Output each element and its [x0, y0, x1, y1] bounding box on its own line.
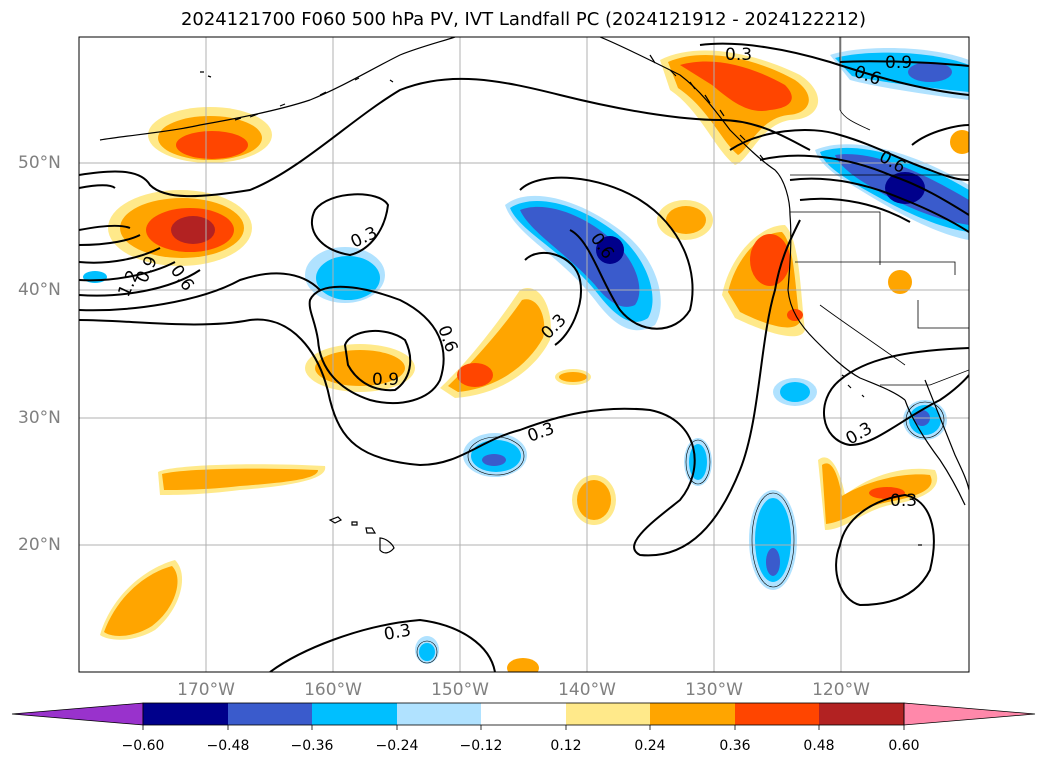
lon-tick-label: 150°W [431, 680, 489, 700]
colorbar-extend-high [903, 702, 1036, 726]
contour-label: 0.9 [372, 370, 399, 390]
borders [790, 37, 969, 386]
colorbar-bin [481, 703, 566, 725]
colorbar-bin [735, 703, 819, 725]
colorbar-tick-label: 0.60 [888, 738, 920, 754]
colorbar-tick-label: 0.48 [803, 738, 835, 754]
colorbar-tick-label: −0.12 [459, 738, 503, 754]
contour-label: 0.3 [382, 621, 412, 645]
lat-tick-label: 50°N [18, 153, 61, 173]
lon-tick-label: 160°W [304, 680, 362, 700]
colorbar-bin [397, 703, 481, 725]
colorbar-bin [312, 703, 397, 725]
plot-frame [78, 36, 970, 673]
colorbar-tick-label: −0.24 [375, 738, 419, 754]
colorbar-tick-label: −0.60 [121, 738, 165, 754]
gridlines [79, 37, 969, 672]
lon-tick-label: 120°W [812, 680, 870, 700]
lon-tick-label: 170°W [177, 680, 235, 700]
colorbar-bin [650, 703, 735, 725]
shading-layer [83, 48, 969, 672]
colorbar-tick-label: 0.12 [550, 738, 582, 754]
shading-outlines [416, 401, 945, 664]
colorbar-tick-label: 0.24 [634, 738, 666, 754]
contour-label: 0.9 [885, 53, 912, 73]
colorbar-bin [228, 703, 312, 725]
map-plot-area: 0.3 0.6 0.9 0.3 0.6 0.3 0.3 0.3 0.6 0.9 … [79, 37, 969, 672]
lat-tick-label: 20°N [18, 535, 61, 555]
positive-anomaly-west-pacific [108, 190, 252, 266]
colorbar-extend-low [11, 702, 144, 726]
colorbar-bin [819, 703, 904, 725]
lat-tick-label: 40°N [18, 280, 61, 300]
contour-label: 0.3 [725, 45, 752, 65]
colorbar-bin [143, 703, 228, 725]
colorbar [11, 702, 1036, 730]
colorbar-tick-label: −0.36 [290, 738, 334, 754]
colorbar-tick-label: −0.48 [206, 738, 250, 754]
lat-tick-label: 30°N [18, 408, 61, 428]
lon-tick-label: 140°W [558, 680, 616, 700]
lon-tick-label: 130°W [685, 680, 743, 700]
contour-lines [79, 42, 969, 672]
colorbar-bin [566, 703, 650, 725]
map-title: 2024121700 F060 500 hPa PV, IVT Landfall… [180, 9, 867, 30]
positive-anomaly-north-pacific [148, 107, 272, 163]
colorbar-tick-label: 0.36 [719, 738, 751, 754]
contour-label: 0.3 [890, 491, 917, 511]
